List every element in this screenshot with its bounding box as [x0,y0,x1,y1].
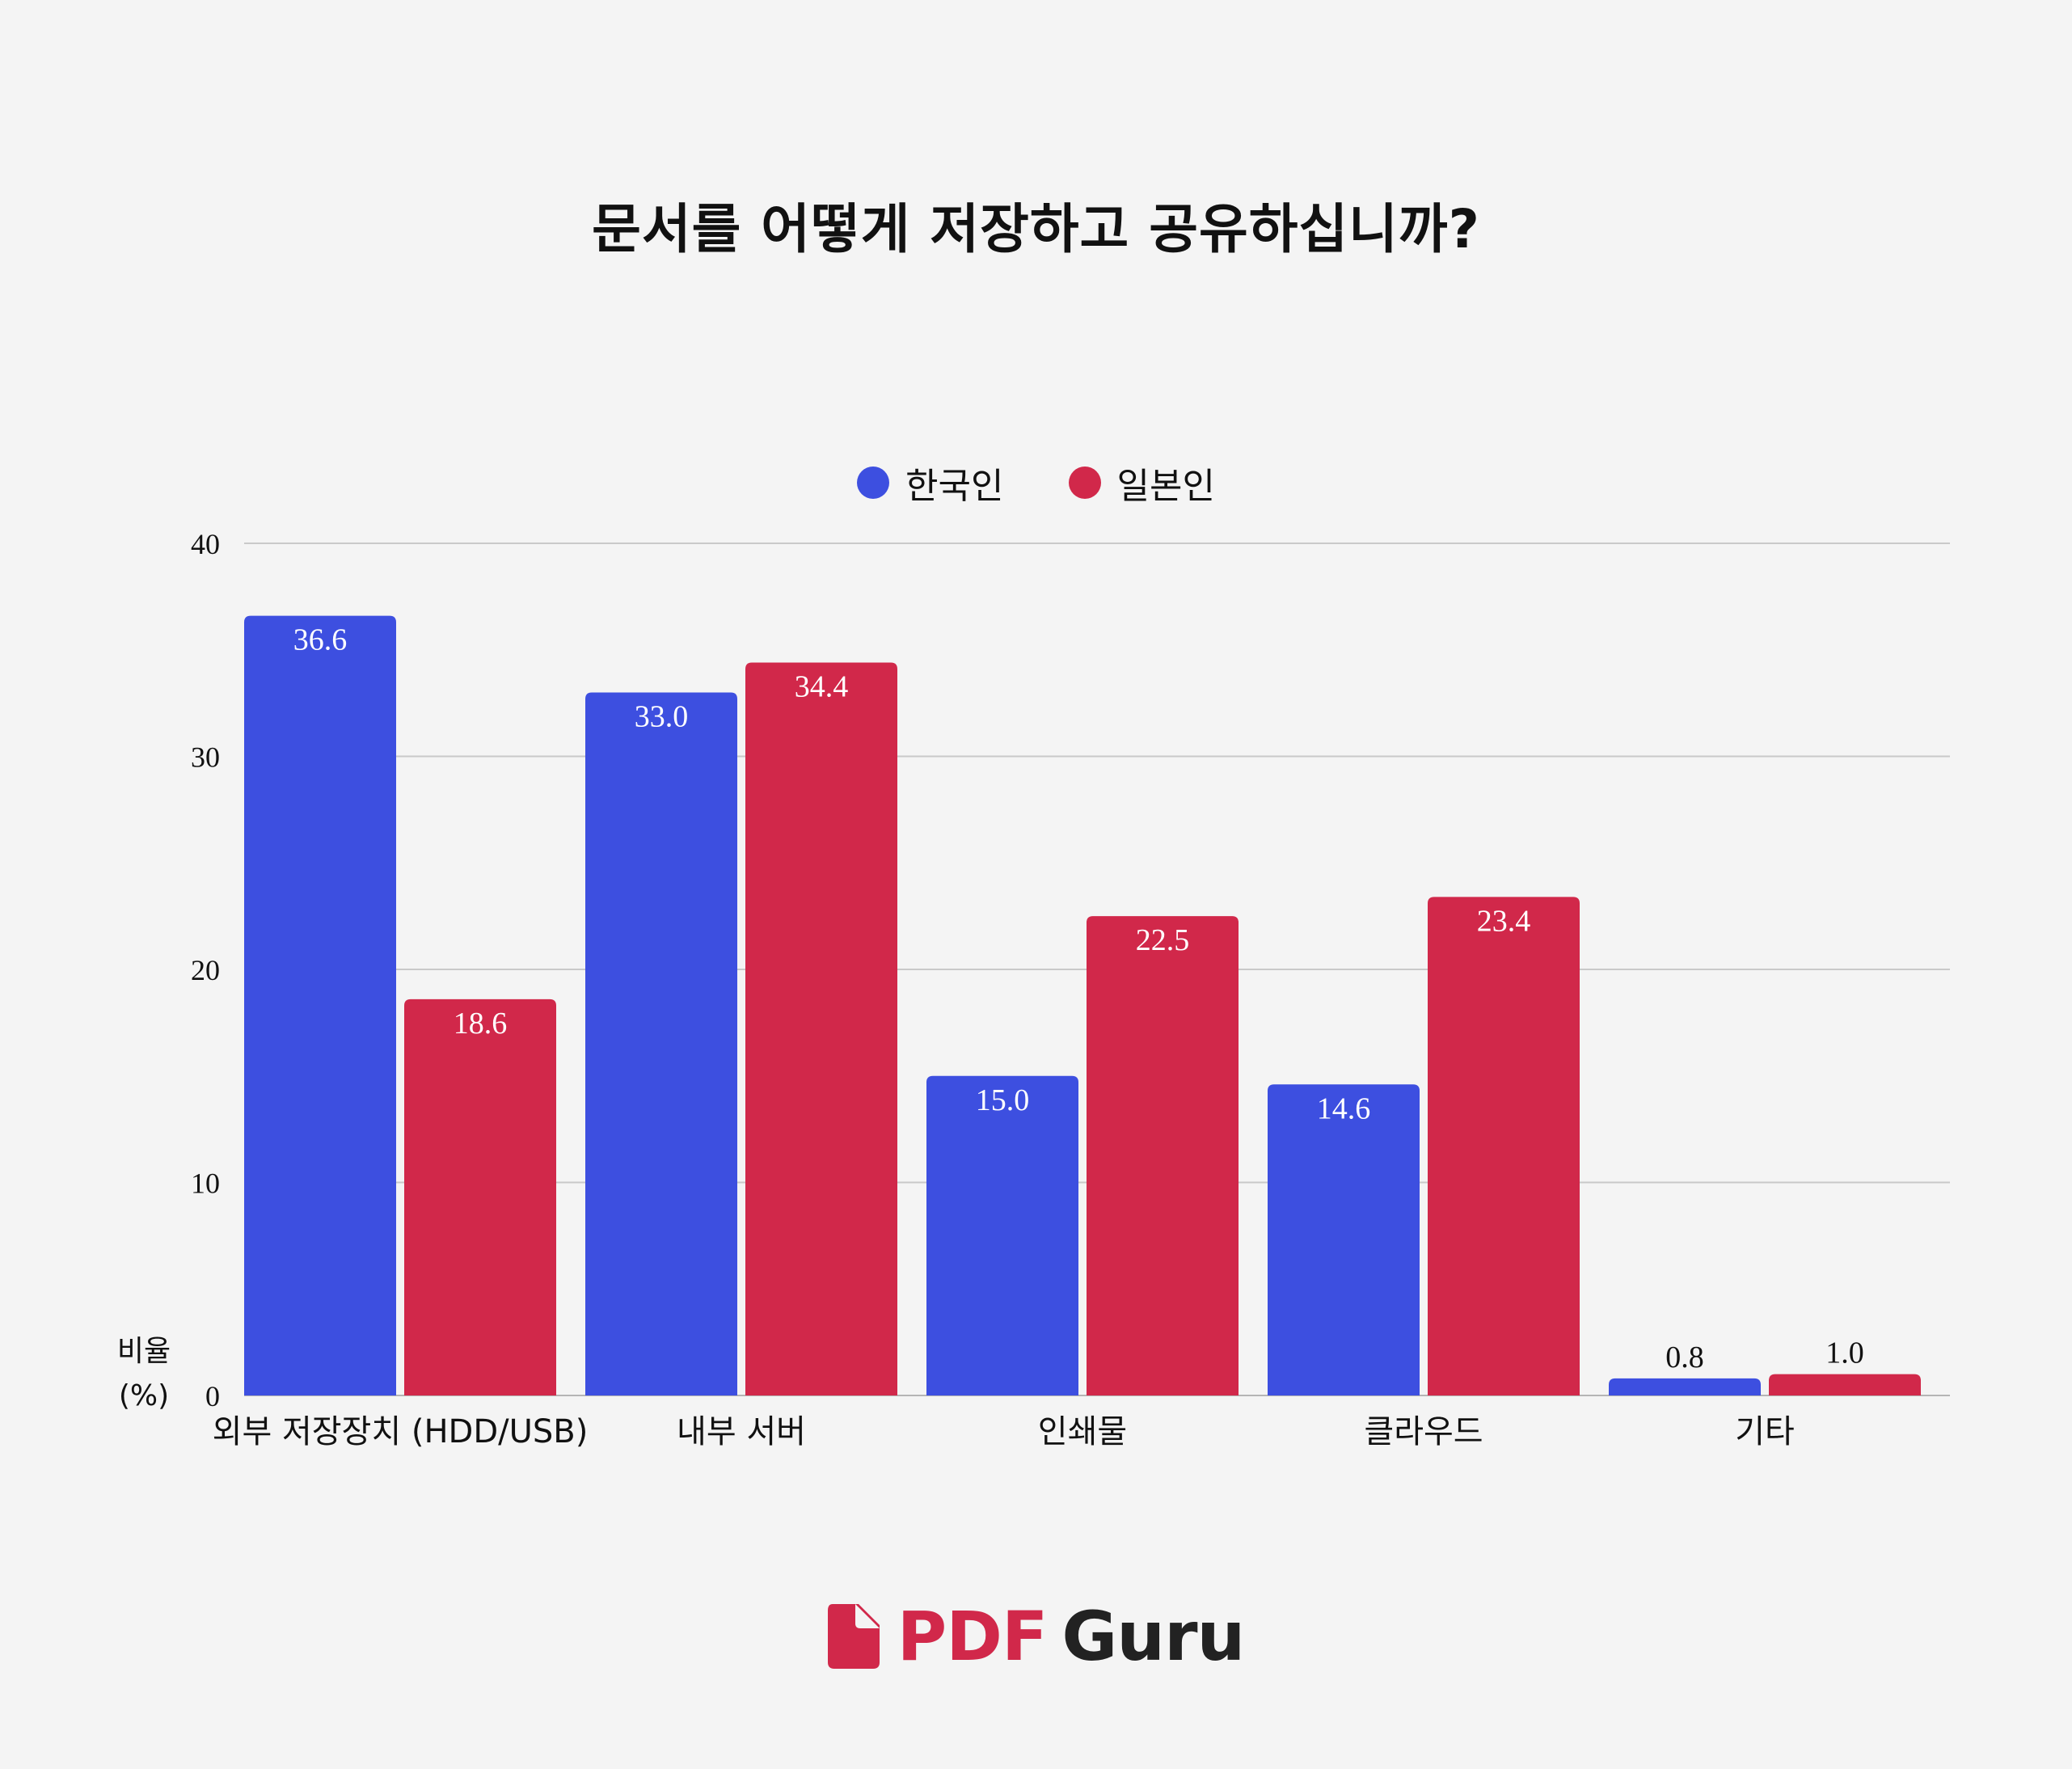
y-tick-label: 10 [191,1167,220,1200]
bar-korean [585,692,737,1395]
x-category-label: 클라우드 [1364,1413,1483,1450]
logo-pdf-text: PDF [897,1597,1049,1676]
bar-japanese [1087,916,1239,1395]
y-axis-unit: (%) [119,1379,169,1412]
bar-chart: 0 10 20 30 40 비율 (%) 36.6 18.6 외부 저장장치 (HDD/USB) 3… [117,528,1950,1450]
chart-title: 문서를 어떻게 저장하고 공유하십니까? [592,198,1480,260]
x-category-label: 내부 서버 [677,1413,806,1450]
data-label: 15.0 [976,1083,1030,1117]
data-label: 1.0 [1825,1336,1864,1370]
legend-swatch-japanese [1068,467,1101,499]
legend-label-korean: 한국인 [905,466,1004,507]
bar-japanese [1428,897,1580,1395]
data-label: 14.6 [1317,1091,1371,1125]
y-tick-label: 30 [191,741,220,774]
x-category-label: 인쇄물 [1038,1413,1127,1450]
bar-korean [926,1075,1078,1395]
legend-item-korean[interactable]: 한국인 [857,457,1004,509]
legend: 한국인 일본인 [0,457,2072,509]
bar-korean [244,615,396,1395]
document-icon [827,1604,880,1669]
data-label: 33.0 [635,699,689,733]
y-tick-label: 0 [205,1380,220,1412]
bar-japanese [1769,1374,1921,1395]
data-label: 34.4 [795,670,849,704]
data-label: 36.6 [293,623,348,657]
bar-japanese [404,998,556,1395]
data-label: 23.4 [1477,904,1531,938]
data-label: 22.5 [1136,923,1190,957]
y-axis-label: 비율 [117,1335,171,1368]
legend-label-japanese: 일본인 [1116,466,1215,507]
data-label: 0.8 [1665,1340,1704,1374]
brand-logo: PDF Guru [0,1597,2072,1676]
bar-korean [1268,1084,1420,1395]
legend-swatch-korean [857,467,890,499]
x-category-label: 외부 저장장치 (HDD/USB) [213,1413,589,1450]
logo-guru-text: Guru [1061,1597,1245,1676]
y-tick-label: 20 [191,954,220,986]
y-tick-label: 40 [191,528,220,560]
bar-korean [1609,1378,1761,1395]
x-category-label: 기타 [1735,1413,1795,1450]
data-label: 18.6 [454,1007,508,1041]
legend-item-japanese[interactable]: 일본인 [1068,457,1215,509]
bar-japanese [745,662,897,1395]
